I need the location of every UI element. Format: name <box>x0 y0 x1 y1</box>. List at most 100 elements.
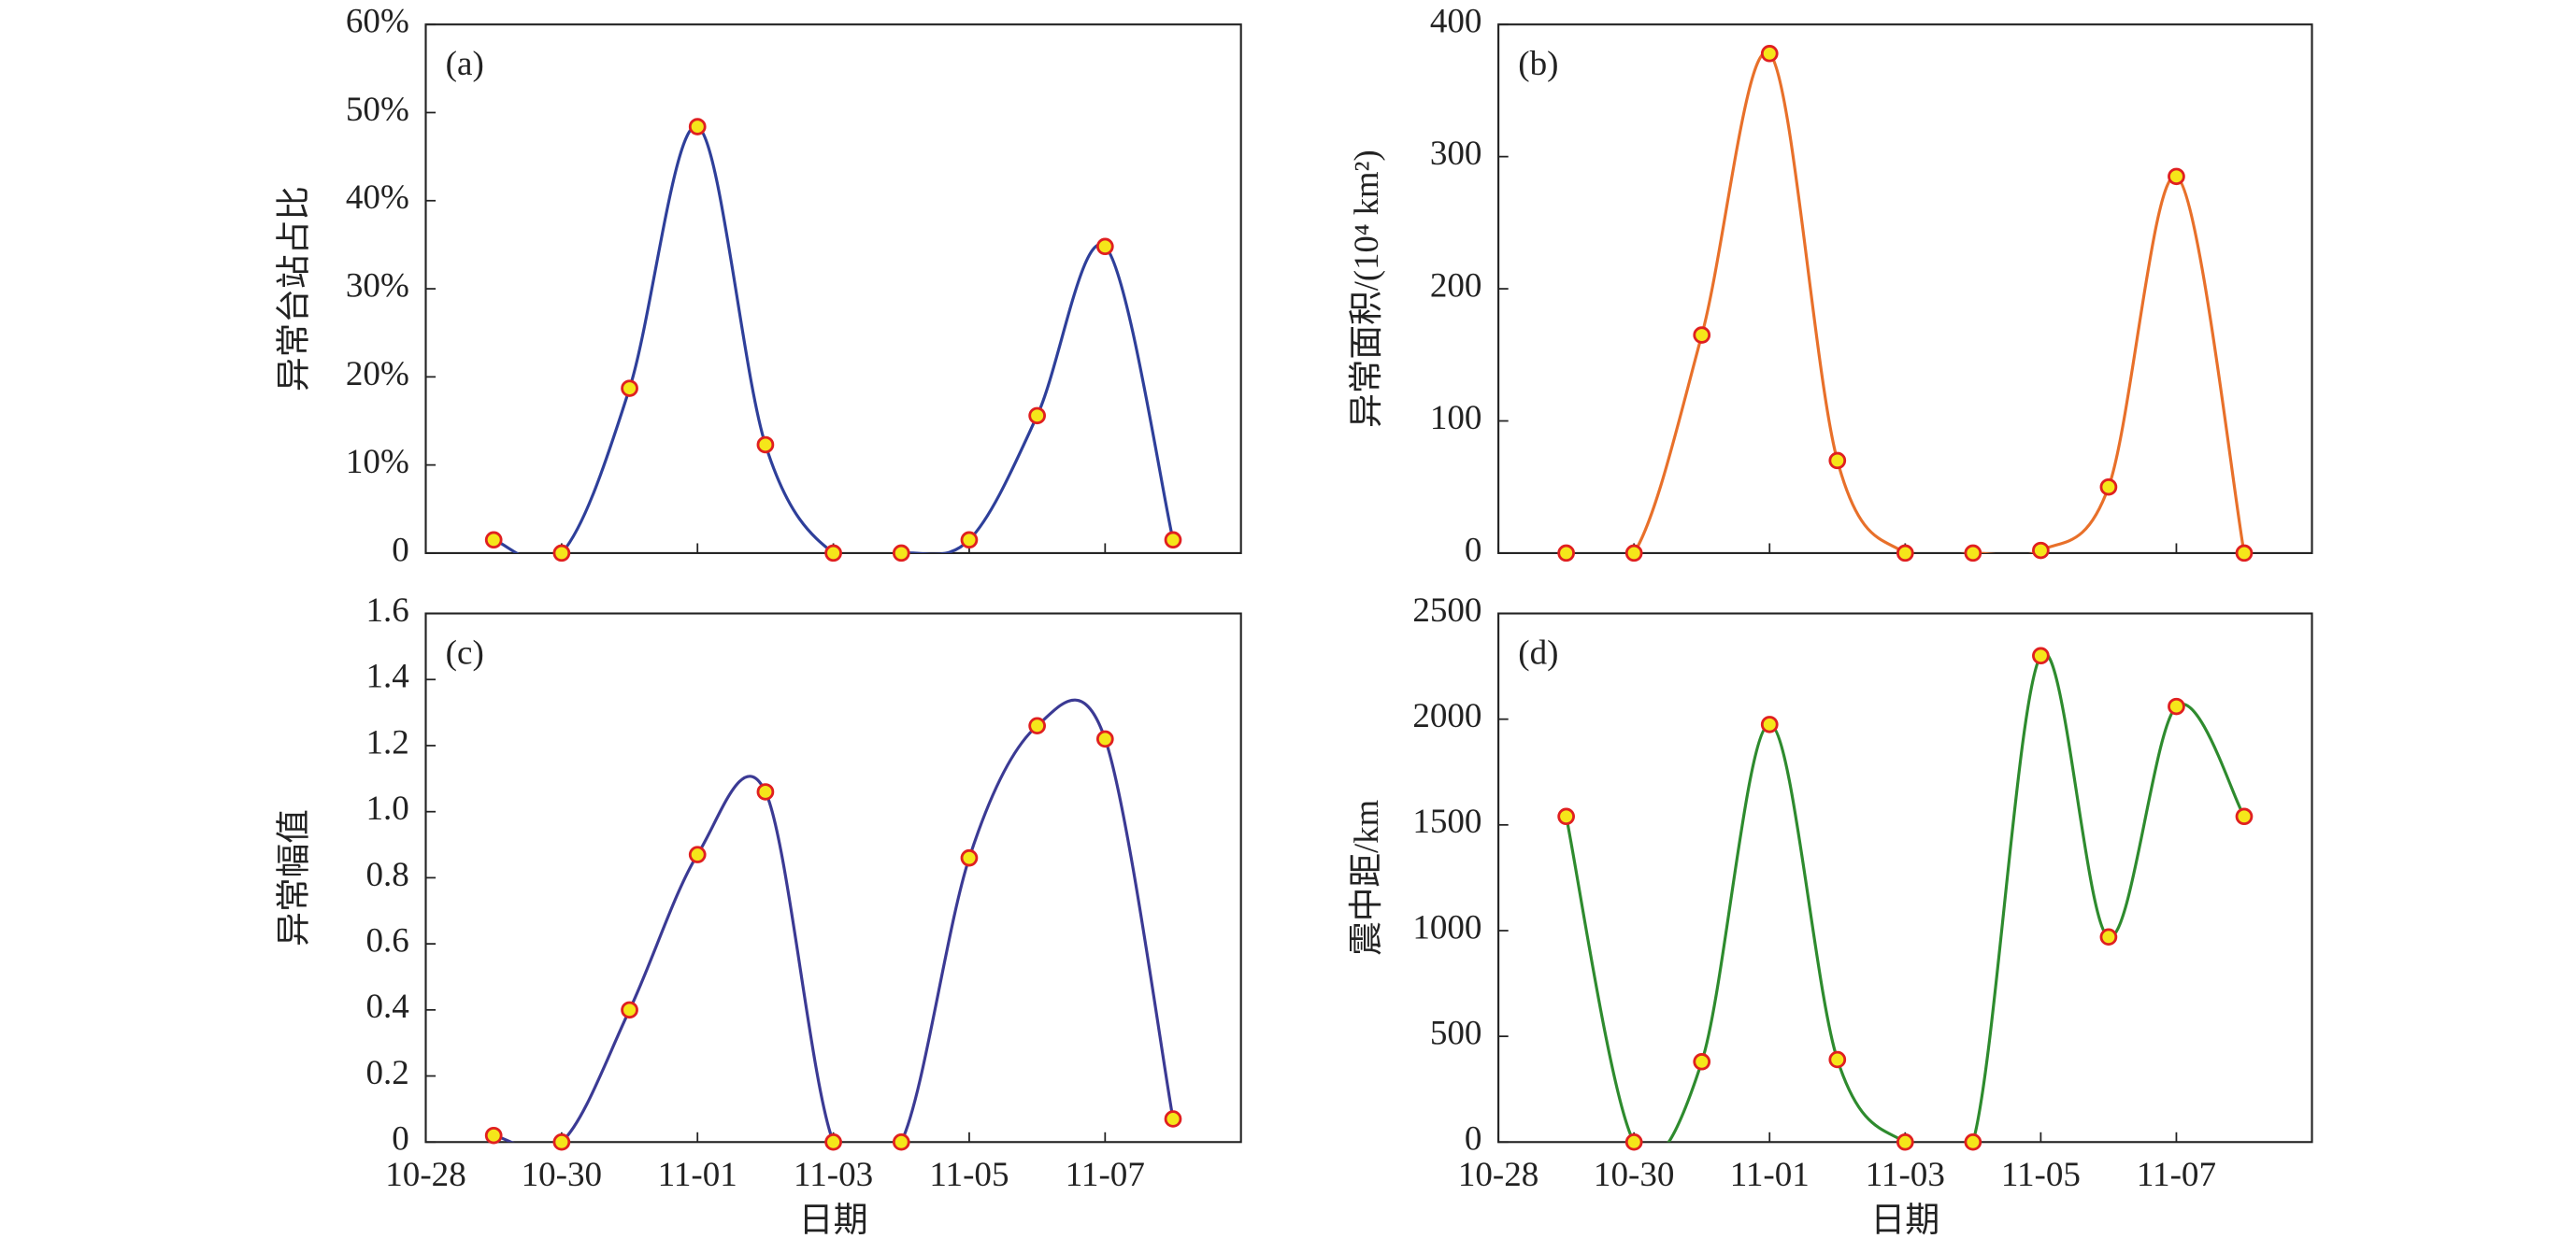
y-tick-label: 2500 <box>1412 591 1481 629</box>
data-point <box>1964 544 1982 562</box>
y-tick-label: 400 <box>1430 2 1482 40</box>
data-point <box>1693 326 1711 344</box>
y-tick-label: 50% <box>346 90 409 128</box>
data-point <box>2168 697 2185 716</box>
panel: 0 10% 20% 30% 40% 50% 60% 异常台站占比 (a) <box>274 2 1242 568</box>
data-point <box>1624 1133 1643 1151</box>
panel-label: (d) <box>1518 634 1558 673</box>
y-tick-label: 2000 <box>1412 696 1481 734</box>
panel: 0 100 200 300 400 异常面积/(10⁴ km²) (b) <box>1347 2 2313 569</box>
y-tick-label: 1.4 <box>366 657 409 695</box>
x-tick-label: 10-28 <box>385 1155 465 1193</box>
data-point <box>960 848 979 867</box>
x-tick-label: 11-05 <box>2001 1155 2081 1193</box>
x-tick-label: 10-30 <box>1594 1155 1674 1193</box>
y-tick-label: 0.8 <box>366 855 409 893</box>
series-line <box>1565 651 2246 1143</box>
x-axis-label: 日期 <box>1870 1201 1939 1239</box>
y-tick-label: 0.6 <box>366 921 409 960</box>
x-tick-label: 11-01 <box>1730 1155 1810 1193</box>
y-tick-label: 20% <box>346 354 409 392</box>
data-point <box>1964 1133 1982 1151</box>
y-tick-label: 0.2 <box>366 1053 409 1091</box>
y-tick-label: 200 <box>1430 266 1482 305</box>
y-tick-label: 300 <box>1430 134 1482 172</box>
x-axis-label: 日期 <box>799 1201 868 1239</box>
data-point <box>688 118 707 135</box>
x-tick-label: 11-01 <box>658 1155 737 1193</box>
x-tick-label: 10-28 <box>1458 1155 1538 1193</box>
y-axis-label: 异常幅值 <box>274 809 312 947</box>
data-point <box>824 1133 842 1151</box>
data-point <box>484 531 503 549</box>
data-point <box>892 544 910 562</box>
y-tick-label: 60% <box>346 2 409 40</box>
series-line <box>1566 50 2246 553</box>
data-point <box>2168 167 2185 186</box>
data-point <box>756 783 775 801</box>
data-point <box>1557 807 1575 826</box>
panel: 0 500 1000 1500 2000 2500 10-28 10-30 11-01 11-03… <box>1347 591 2313 1239</box>
y-tick-label: 1.2 <box>366 723 409 762</box>
data-point <box>1164 531 1182 549</box>
series-line <box>493 124 1175 553</box>
data-point <box>824 544 842 562</box>
y-tick-label: 1000 <box>1412 908 1481 947</box>
data-point <box>1760 716 1779 733</box>
data-point <box>960 531 979 549</box>
panel-label: (b) <box>1518 44 1558 83</box>
y-tick-label: 40% <box>346 178 409 216</box>
data-point <box>621 1001 638 1019</box>
y-axis-label: 异常台站占比 <box>274 186 312 392</box>
x-tick-label: 11-07 <box>1066 1155 1145 1193</box>
y-axis-label: 异常面积/(10⁴ km²) <box>1347 150 1386 428</box>
panel-label: (c) <box>446 634 484 673</box>
data-point <box>621 379 638 397</box>
plot-frame <box>1497 23 2313 554</box>
data-point <box>2032 541 2050 560</box>
data-point <box>2235 544 2254 562</box>
y-tick-label: 1500 <box>1412 802 1481 840</box>
panel-label: (a) <box>446 44 484 83</box>
data-point <box>1760 45 1779 63</box>
y-tick-label: 100 <box>1430 398 1482 436</box>
plot-frame <box>424 612 1242 1144</box>
y-tick-label: 10% <box>346 442 409 480</box>
plot-frame <box>424 23 1242 554</box>
y-tick-label: 0 <box>392 1119 409 1158</box>
y-tick-label: 0 <box>1465 531 1482 569</box>
data-point <box>1028 717 1046 735</box>
data-point <box>2099 477 2118 496</box>
y-axis-label: 震中距/km <box>1347 800 1385 956</box>
data-point <box>1095 237 1114 256</box>
x-tick-label: 11-03 <box>1866 1155 1945 1193</box>
plot-frame <box>1497 612 2313 1144</box>
data-point <box>1828 1050 1847 1069</box>
data-point <box>1095 730 1114 748</box>
data-point <box>1896 544 1914 562</box>
panel: 0 0.2 0.4 0.6 0.8 1.0 1.2 1.4 1.6 10-28 10-30 11-01… <box>274 591 1242 1239</box>
data-point <box>2032 647 2050 665</box>
series-line <box>493 698 1175 1143</box>
data-point <box>1624 544 1643 562</box>
data-point <box>2099 928 2118 947</box>
x-tick-label: 10-30 <box>522 1155 602 1193</box>
data-point <box>1693 1053 1711 1071</box>
y-tick-label: 30% <box>346 266 409 305</box>
data-point <box>892 1133 910 1151</box>
data-point <box>756 435 775 454</box>
y-tick-label: 0 <box>1465 1119 1482 1158</box>
data-point <box>2235 807 2254 826</box>
y-tick-label: 0.4 <box>366 987 409 1025</box>
y-tick-label: 1.6 <box>366 591 409 629</box>
data-point <box>552 544 571 562</box>
data-point <box>1028 406 1046 425</box>
data-point <box>688 846 707 863</box>
x-tick-label: 11-07 <box>2137 1155 2216 1193</box>
y-tick-label: 1.0 <box>366 789 409 827</box>
y-tick-label: 500 <box>1430 1014 1482 1052</box>
x-tick-label: 11-05 <box>929 1155 1009 1193</box>
data-point <box>1896 1133 1914 1151</box>
